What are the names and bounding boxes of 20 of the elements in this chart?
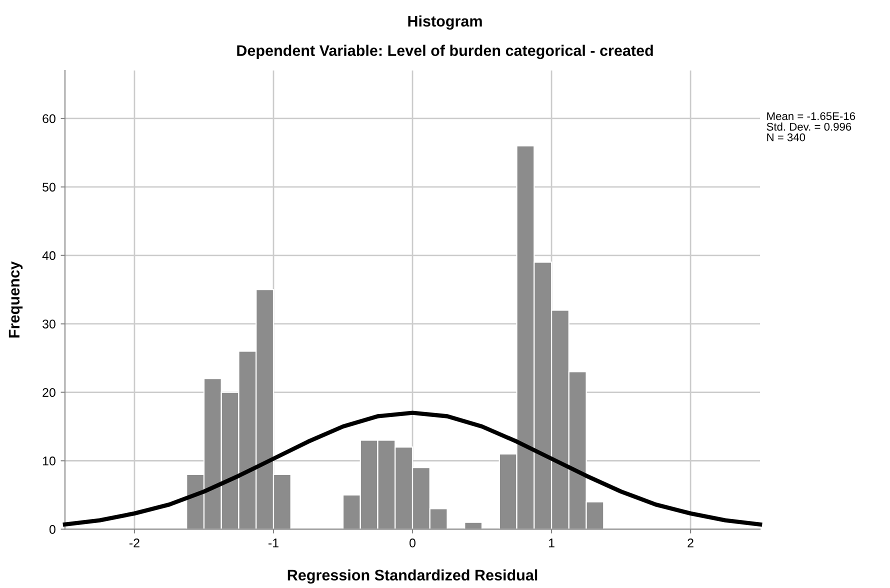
y-tick-label: 30	[42, 320, 56, 328]
text: Mean = -1.65E-16	[767, 112, 856, 120]
chart-title: Histogram	[408, 15, 482, 30]
x-tick-label: 2	[688, 538, 694, 548]
line-series	[62, 410, 762, 526]
x-tick-label: 1	[549, 538, 554, 548]
text: N = 340	[767, 133, 806, 142]
y-tick-label: 20	[42, 388, 56, 397]
y-axis-title: Frequency	[8, 261, 23, 338]
y-tick-label: 50	[42, 182, 56, 192]
x-tick-label: -2	[129, 538, 140, 548]
y-tick-label: 40	[42, 251, 56, 260]
x-axis-title: Regression Standardized Residual	[288, 569, 538, 584]
y-tick-label: 10	[42, 456, 56, 466]
y-tick-label: 0	[49, 525, 56, 534]
text: Std. Dev. = 0.996	[766, 122, 852, 131]
chart-subtitle: Dependent Variable: Level of burden categorical - created	[237, 44, 653, 60]
y-tick-label: 60	[42, 114, 56, 124]
x-tick-label: 0	[410, 538, 416, 548]
x-tick-label: -1	[268, 538, 278, 548]
